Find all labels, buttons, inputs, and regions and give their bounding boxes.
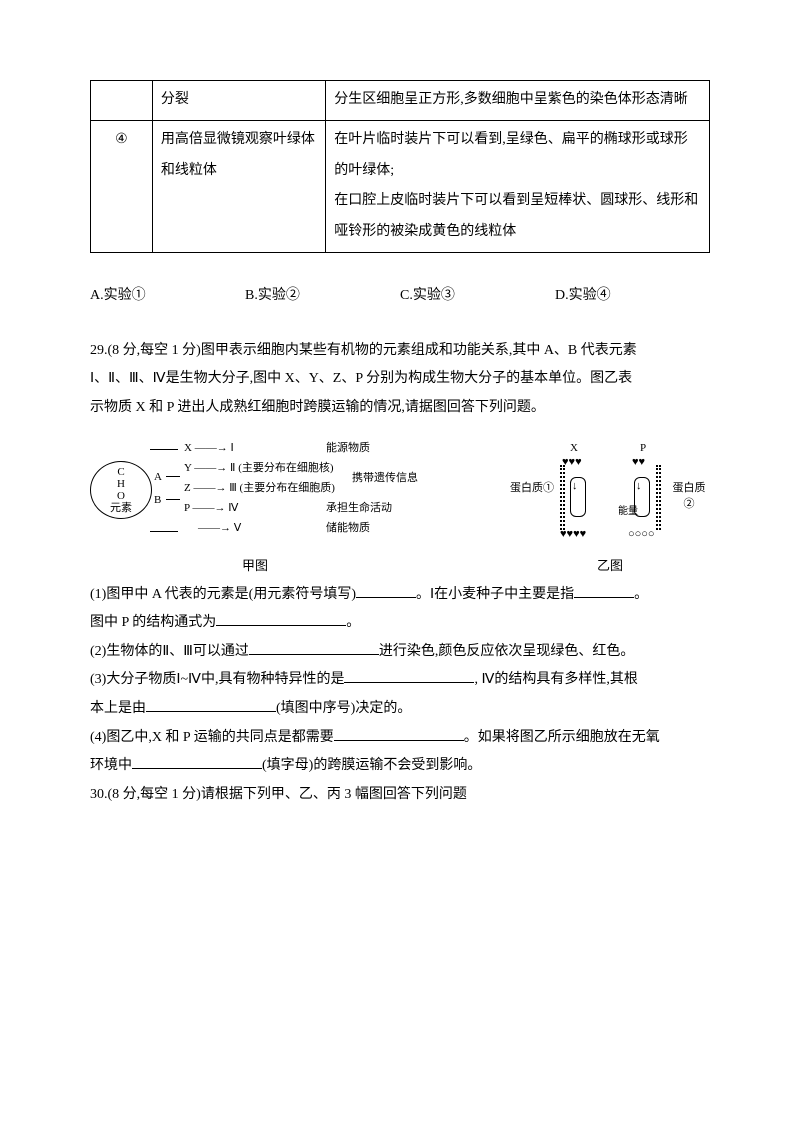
label-a: A bbox=[154, 470, 162, 485]
blank-input[interactable] bbox=[132, 754, 262, 769]
text: 进行染色,颜色反应依次呈现绿色、红色。 bbox=[379, 644, 635, 659]
q29-3: (3)大分子物质Ⅰ~Ⅳ中,具有物种特异性的是 , Ⅳ的结构具有多样性,其根 bbox=[90, 667, 710, 694]
q29-2: (2)生物体的Ⅱ、Ⅲ可以通过 进行染色,颜色反应依次呈现绿色、红色。 bbox=[90, 639, 710, 666]
row-num-cell: ④ bbox=[91, 120, 153, 252]
text: 环境中 bbox=[90, 758, 132, 773]
arrow-down-icon: ↓ bbox=[636, 479, 642, 494]
heart-icon: ♥♥♥♥ bbox=[560, 527, 586, 542]
blank-input[interactable] bbox=[574, 583, 634, 598]
option-c[interactable]: C.实验③ bbox=[400, 283, 555, 310]
text: 。如果将图乙所示细胞放在无氧 bbox=[464, 730, 660, 745]
row-name-cell: 用高倍显微镜观察叶绿体和线粒体 bbox=[152, 120, 325, 252]
q29-4b: 环境中 (填字母)的跨膜运输不会受到影响。 bbox=[90, 753, 710, 780]
option-b[interactable]: B.实验② bbox=[245, 283, 400, 310]
arrow-down-icon: ↓ bbox=[572, 479, 578, 494]
figure-jia-caption: 甲图 bbox=[90, 557, 420, 575]
option-d[interactable]: D.实验④ bbox=[555, 283, 710, 310]
text: (填图中序号)决定的。 bbox=[276, 701, 411, 716]
membrane-dots bbox=[560, 465, 565, 530]
blank-input[interactable] bbox=[356, 583, 416, 598]
label-energy: 能量 bbox=[618, 505, 638, 519]
label-prot2: 蛋白质② bbox=[668, 481, 710, 512]
label-b: B bbox=[154, 493, 161, 508]
row-x-r: 能源物质 bbox=[326, 441, 370, 456]
text: 。 bbox=[634, 587, 648, 602]
table-row: ④ 用高倍显微镜观察叶绿体和线粒体 在叶片临时装片下可以看到,呈绿色、扁平的椭球… bbox=[91, 120, 710, 252]
blank-input[interactable] bbox=[334, 726, 464, 741]
blank-input[interactable] bbox=[216, 611, 346, 626]
text: (1)图甲中 A 代表的元素是(用元素符号填写) bbox=[90, 587, 356, 602]
circle-icon: ○○○○ bbox=[628, 527, 655, 542]
text: 。Ⅰ在小麦种子中主要是指 bbox=[416, 587, 574, 602]
figure-jia: C H O 元素 A B X ——→ Ⅰ 能源物质 Y ——→ Ⅱ (主要分布在… bbox=[90, 435, 420, 575]
row-z: Z ——→ Ⅲ (主要分布在细胞质) bbox=[184, 481, 335, 496]
row-name-cell: 分裂 bbox=[152, 81, 325, 121]
blank-input[interactable] bbox=[344, 668, 474, 683]
q29-stem: 示物质 X 和 P 进出人成熟红细胞时跨膜运输的情况,请据图回答下列问题。 bbox=[90, 395, 710, 422]
figure-yi: X P ♥♥♥ ♥♥ 蛋白质① 蛋白质② ↓ ↓ 能量 ♥♥♥♥ ○○○○ 乙图 bbox=[510, 435, 710, 575]
row-v-r: 储能物质 bbox=[326, 521, 370, 536]
text: (4)图乙中,X 和 P 运输的共同点是都需要 bbox=[90, 730, 334, 745]
text: 。 bbox=[346, 615, 360, 630]
q29-stem: Ⅰ、Ⅱ、Ⅲ、Ⅳ是生物大分子,图中 X、Y、Z、P 分别为构成生物大分子的基本单位… bbox=[90, 366, 710, 393]
row-p: P ——→ Ⅳ bbox=[184, 501, 238, 516]
row-yz-r: 携带遗传信息 bbox=[352, 471, 418, 486]
label-prot1: 蛋白质① bbox=[510, 481, 554, 496]
text: 图中 P 的结构通式为 bbox=[90, 615, 216, 630]
row-desc-cell: 分生区细胞呈正方形,多数细胞中呈紫色的染色体形态清晰 bbox=[326, 81, 710, 121]
text: , Ⅳ的结构具有多样性,其根 bbox=[474, 672, 637, 687]
q29-stem: 29.(8 分,每空 1 分)图甲表示细胞内某些有机物的元素组成和功能关系,其中… bbox=[90, 338, 710, 365]
text: (3)大分子物质Ⅰ~Ⅳ中,具有物种特异性的是 bbox=[90, 672, 344, 687]
row-p-r: 承担生命活动 bbox=[326, 501, 392, 516]
answer-options: A.实验① B.实验② C.实验③ D.实验④ bbox=[90, 283, 710, 310]
table-row: 分裂 分生区细胞呈正方形,多数细胞中呈紫色的染色体形态清晰 bbox=[91, 81, 710, 121]
blank-input[interactable] bbox=[249, 640, 379, 655]
row-v: ——→ Ⅴ bbox=[198, 521, 241, 536]
schematic-a: C H O 元素 A B X ——→ Ⅰ 能源物质 Y ——→ Ⅱ (主要分布在… bbox=[90, 435, 420, 555]
row-x: X ——→ Ⅰ bbox=[184, 441, 234, 456]
blank-input[interactable] bbox=[146, 697, 276, 712]
q29-3b: 本上是由 (填图中序号)决定的。 bbox=[90, 696, 710, 723]
option-a[interactable]: A.实验① bbox=[90, 283, 245, 310]
q30-stem: 30.(8 分,每空 1 分)请根据下列甲、乙、丙 3 幅图回答下列问题 bbox=[90, 782, 710, 809]
q29-1: (1)图甲中 A 代表的元素是(用元素符号填写) 。Ⅰ在小麦种子中主要是指 。 bbox=[90, 582, 710, 609]
schematic-b: X P ♥♥♥ ♥♥ 蛋白质① 蛋白质② ↓ ↓ 能量 ♥♥♥♥ ○○○○ bbox=[510, 435, 710, 555]
text: (填字母)的跨膜运输不会受到影响。 bbox=[262, 758, 481, 773]
row-num-cell bbox=[91, 81, 153, 121]
q29-1b: 图中 P 的结构通式为 。 bbox=[90, 610, 710, 637]
membrane-dots bbox=[656, 465, 661, 530]
experiment-table: 分裂 分生区细胞呈正方形,多数细胞中呈紫色的染色体形态清晰 ④ 用高倍显微镜观察… bbox=[90, 80, 710, 253]
row-y: Y ——→ Ⅱ (主要分布在细胞核) bbox=[184, 461, 334, 476]
oval-cho: C H O 元素 bbox=[90, 461, 152, 519]
text: (2)生物体的Ⅱ、Ⅲ可以通过 bbox=[90, 644, 249, 659]
q29-4: (4)图乙中,X 和 P 运输的共同点是都需要 。如果将图乙所示细胞放在无氧 bbox=[90, 725, 710, 752]
row-desc-cell: 在叶片临时装片下可以看到,呈绿色、扁平的椭球形或球形的叶绿体; 在口腔上皮临时装… bbox=[326, 120, 710, 252]
figure-row: C H O 元素 A B X ——→ Ⅰ 能源物质 Y ——→ Ⅱ (主要分布在… bbox=[90, 435, 710, 575]
heart-icon: ♥♥ bbox=[632, 455, 645, 470]
page: 分裂 分生区细胞呈正方形,多数细胞中呈紫色的染色体形态清晰 ④ 用高倍显微镜观察… bbox=[0, 0, 800, 1132]
text: 本上是由 bbox=[90, 701, 146, 716]
figure-yi-caption: 乙图 bbox=[510, 557, 710, 575]
